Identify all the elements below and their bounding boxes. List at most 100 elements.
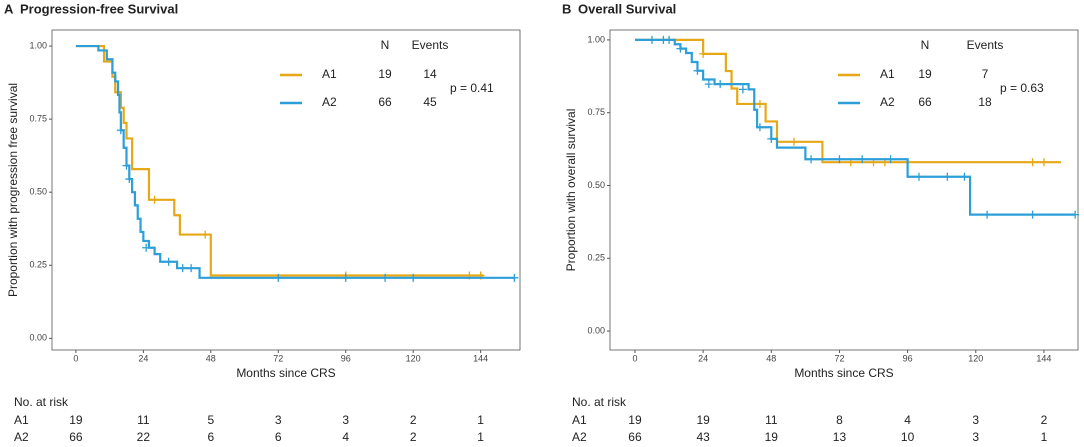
risk-count: 11 — [765, 413, 778, 427]
risk-count: 66 — [628, 430, 642, 444]
censor-mark — [1028, 158, 1037, 167]
censor-mark — [886, 155, 895, 164]
x-axis-label: Months since CRS — [236, 366, 335, 380]
censor-mark — [960, 172, 969, 181]
risk-count: 2 — [1041, 413, 1048, 427]
panel-label: B — [562, 1, 571, 16]
survival-curve — [634, 38, 1061, 164]
legend-n: 19 — [918, 67, 932, 81]
legend-header: Events — [967, 38, 1004, 52]
censor-mark — [699, 49, 708, 58]
risk-count: 3 — [972, 430, 979, 444]
y-axis-label: Proportion with progression free surviva… — [6, 83, 20, 297]
legend-label: A1 — [880, 67, 895, 81]
survival-curve — [75, 44, 484, 277]
risk-count: 19 — [765, 430, 779, 444]
risk-count: 3 — [275, 413, 282, 427]
x-tick-label: 24 — [698, 353, 708, 363]
x-tick-label: 120 — [968, 353, 983, 363]
censor-mark — [1039, 158, 1048, 167]
risk-count: 11 — [137, 413, 150, 427]
y-tick-label: 1.00 — [587, 34, 605, 44]
risk-count: 10 — [901, 430, 915, 444]
p-value: p = 0.63 — [1000, 81, 1044, 95]
y-axis-label: Proportion with overall survival — [564, 109, 578, 272]
risk-count: 22 — [137, 430, 151, 444]
plot-area — [51, 29, 521, 351]
censor-mark — [943, 172, 952, 181]
y-tick-label: 0.75 — [587, 107, 605, 117]
risk-count: 19 — [69, 413, 83, 427]
censor-mark — [125, 175, 134, 184]
legend-events: 18 — [978, 95, 992, 109]
censor-mark — [767, 134, 776, 143]
risk-count: 6 — [207, 430, 214, 444]
legend-n: 66 — [378, 95, 392, 109]
censor-mark — [164, 257, 173, 266]
chart-title: Overall Survival — [578, 1, 676, 16]
risk-count: 19 — [628, 413, 642, 427]
legend-label: A2 — [880, 95, 895, 109]
censor-mark — [676, 44, 685, 53]
chart-title: Progression-free Survival — [20, 1, 178, 16]
risk-count: 1 — [477, 413, 484, 427]
plot-area — [609, 29, 1079, 351]
y-tick-label: 0.00 — [29, 333, 47, 343]
y-tick-label: 1.00 — [29, 40, 47, 50]
y-tick-label: 0.25 — [29, 260, 47, 270]
censor-mark — [409, 273, 418, 282]
censor-mark — [116, 126, 125, 135]
censor-mark — [648, 35, 657, 44]
legend-events: 14 — [423, 67, 437, 81]
censor-mark — [381, 273, 390, 282]
x-tick-label: 72 — [834, 353, 844, 363]
risk-table-title: No. at risk — [14, 395, 69, 409]
x-tick-label: 96 — [903, 353, 913, 363]
risk-count: 1 — [477, 430, 484, 444]
legend-header: N — [921, 38, 930, 52]
x-tick-label: 0 — [73, 353, 78, 363]
censor-mark — [790, 137, 799, 146]
x-tick-label: 96 — [341, 353, 351, 363]
censor-mark — [807, 155, 816, 164]
risk-count: 8 — [836, 413, 843, 427]
censor-mark — [914, 172, 923, 181]
x-axis-label: Months since CRS — [794, 366, 893, 380]
legend-n: 19 — [378, 67, 392, 81]
y-tick-label: 0.50 — [29, 187, 47, 197]
risk-count: 4 — [342, 430, 349, 444]
risk-count: 3 — [972, 413, 979, 427]
censor-mark — [716, 80, 725, 89]
censor-mark — [178, 264, 187, 273]
censor-mark — [341, 273, 350, 282]
panel-label: A — [4, 1, 14, 16]
censor-mark — [201, 230, 210, 239]
censor-mark — [1028, 210, 1037, 219]
censor-mark — [983, 210, 992, 219]
risk-count: 5 — [207, 413, 214, 427]
risk-row-label: A1 — [14, 413, 29, 427]
risk-count: 2 — [410, 413, 417, 427]
legend-events: 7 — [982, 67, 989, 81]
risk-row-label: A2 — [572, 430, 587, 444]
legend-header: N — [381, 38, 390, 52]
p-value: p = 0.41 — [450, 81, 494, 95]
risk-row-label: A2 — [14, 430, 29, 444]
censor-mark — [738, 85, 747, 94]
risk-count: 43 — [696, 430, 710, 444]
censor-mark — [187, 264, 196, 273]
legend-n: 66 — [918, 95, 932, 109]
legend-label: A1 — [322, 67, 337, 81]
censor-mark — [274, 273, 283, 282]
x-tick-label: 72 — [273, 353, 283, 363]
legend-label: A2 — [322, 95, 337, 109]
censor-mark — [693, 66, 702, 75]
censor-mark — [704, 80, 713, 89]
x-tick-label: 144 — [473, 353, 488, 363]
censor-mark — [510, 273, 519, 282]
risk-count: 1 — [1041, 430, 1048, 444]
y-tick-label: 0.50 — [587, 180, 605, 190]
risk-count: 66 — [69, 430, 83, 444]
risk-table-title: No. at risk — [572, 395, 627, 409]
